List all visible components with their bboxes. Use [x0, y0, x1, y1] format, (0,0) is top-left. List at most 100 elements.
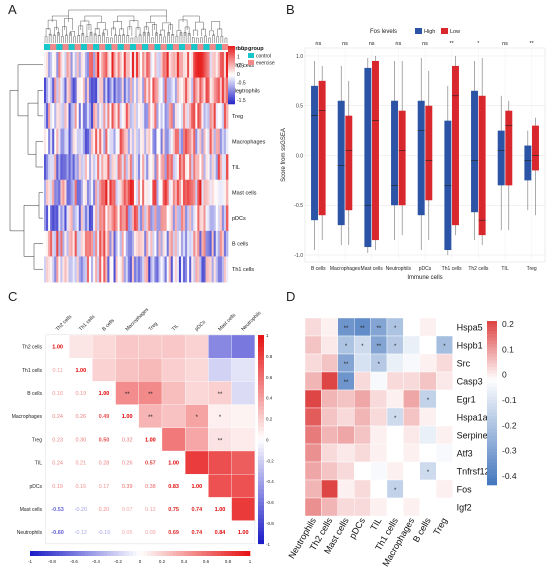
matrix-cell: [92, 334, 116, 359]
heatmap-d-cell: [304, 317, 322, 337]
heatmap-a-cell: [164, 179, 168, 206]
scale-c-bottom-segment: [158, 551, 163, 556]
heatmap-a-cell: [213, 179, 217, 206]
heatmap-a-cell: [133, 256, 137, 283]
matrix-cell: [162, 497, 186, 521]
scale-d-segment: [487, 471, 497, 476]
heatmap-d-cell: [370, 497, 388, 517]
scale-d-segment: [487, 452, 497, 456]
heatmap-a-cell: [111, 230, 114, 257]
heatmap-a-cell: [88, 230, 92, 257]
heatmap-a-cell: [101, 179, 104, 206]
heatmap-a-cell: [84, 179, 88, 206]
heatmap-a-cell: [197, 77, 200, 104]
legend-label: exercise: [256, 61, 275, 67]
group-bar-cell: [127, 44, 131, 50]
heatmap-a-cell: [187, 103, 190, 130]
heatmap-a-cell: [91, 230, 94, 257]
heatmap-a-cell: [168, 77, 172, 104]
matrix-value: 0.50: [99, 437, 110, 443]
scale-a-segment: [228, 51, 235, 54]
heatmap-a-cell: [136, 230, 139, 257]
heatmap-a-cell: [178, 154, 182, 181]
matrix-cell: [161, 358, 186, 382]
heatmap-a-cell: [219, 256, 223, 283]
scale-d-segment: [487, 343, 497, 348]
x-tick-label: Mast cells: [361, 266, 384, 272]
heatmap-a-cell: [54, 77, 57, 104]
heatmap-a-cell: [170, 77, 174, 104]
heatmap-a-cell: [211, 128, 215, 155]
heatmap-a-cell: [62, 256, 65, 283]
heatmap-a-cell: [138, 256, 141, 283]
heatmap-d-cell: [386, 461, 404, 481]
matrix-cell: [138, 358, 163, 382]
heatmap-a-cell: [136, 77, 139, 104]
heatmap-a-cell: [211, 205, 215, 232]
heatmap-a-cell: [115, 77, 118, 104]
heatmap-a-cell: [91, 103, 94, 130]
matrix-value: 0.32: [122, 437, 133, 443]
scale-c-bottom-tick: 0.8: [225, 559, 232, 564]
heatmap-a-cell: [172, 128, 176, 155]
scale-a-segment: [228, 83, 235, 86]
heatmap-a-cell: [88, 52, 92, 78]
heatmap-d-cell: [435, 353, 453, 373]
matrix-value: 0.26: [122, 461, 133, 467]
heatmap-a-cell: [158, 230, 161, 257]
heatmap-a-cell: [154, 179, 157, 206]
heatmap-a-cell: [70, 154, 74, 181]
heatmap-a-cell: [117, 128, 121, 155]
heatmap-a-cell: [172, 77, 176, 104]
panel-label-a: A: [8, 2, 17, 17]
heatmap-a-cell: [201, 179, 204, 206]
heatmap-d-cell: [337, 461, 355, 481]
heatmap-a-cell: [213, 77, 217, 104]
heatmap-a-cell: [172, 256, 176, 283]
heatmap-a-cell: [74, 154, 78, 181]
heatmap-a-cell: [195, 179, 198, 206]
matrix-cell: [92, 381, 116, 405]
significance-star: *: [394, 344, 397, 350]
heatmap-a-cell: [168, 154, 172, 181]
matrix-value: 0.38: [145, 484, 156, 490]
heatmap-a-cell: [103, 205, 106, 232]
heatmap-a-cell: [64, 230, 67, 257]
heatmap-a-cell: [86, 52, 90, 78]
heatmap-a-cell: [133, 230, 137, 257]
scale-d-segment: [487, 363, 497, 368]
box: [425, 105, 433, 201]
row-label: Th1 cells: [22, 368, 43, 374]
heatmap-a-cell: [203, 52, 206, 78]
scale-c-segment: [258, 380, 264, 386]
heatmap-a-cell: [180, 77, 184, 104]
heatmap-a-cell: [64, 179, 67, 206]
scale-c-bottom-tick: 0.2: [159, 559, 166, 564]
heatmap-d-cell: [337, 425, 355, 445]
heatmap-a-cell: [183, 230, 186, 257]
col-label: Mast cells: [217, 312, 237, 332]
heatmap-a-cell: [113, 205, 116, 232]
matrix-cell: [231, 381, 255, 405]
heatmap-d-cell: [321, 497, 339, 517]
heatmap-a-cell: [164, 230, 168, 257]
heatmap-a-cell: [162, 230, 166, 257]
group-bar-cell: [213, 44, 217, 50]
scale-a-segment: [228, 56, 235, 58]
group-bar-cell: [78, 44, 82, 50]
heatmap-a-cell: [189, 52, 192, 78]
heatmap-a-cell: [46, 205, 49, 232]
heatmap-d-cell: [337, 479, 355, 499]
heatmap-a-cell: [119, 179, 123, 206]
heatmap-a-cell: [203, 77, 206, 104]
heatmap-d-cell: [353, 479, 371, 499]
heatmap-a-cell: [58, 154, 61, 181]
scale-a-segment: [228, 61, 235, 64]
heatmap-a-cell: [193, 103, 196, 130]
heatmap-a-cell: [125, 205, 129, 232]
heatmap-a-cell: [105, 77, 108, 104]
group-bar-cell: [142, 44, 145, 50]
scale-d-segment: [487, 373, 497, 378]
heatmap-a-cell: [119, 205, 123, 232]
x-tick-label: TIL: [501, 266, 508, 272]
